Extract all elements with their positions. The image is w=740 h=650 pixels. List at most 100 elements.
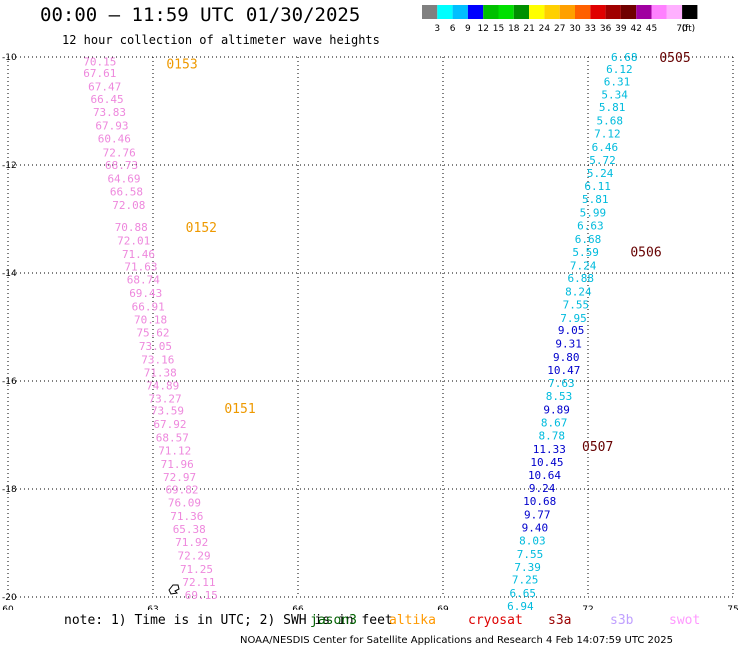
y-tick-label: -20 <box>2 593 17 603</box>
wave-height-label-jason3: 6.63 <box>577 219 604 232</box>
x-tick-label: 60 <box>2 605 14 610</box>
satellite-label-s3a: s3a <box>548 613 572 628</box>
color-swatch <box>666 5 683 19</box>
color-swatch <box>422 5 438 19</box>
wave-height-label-swot: 68.73 <box>105 159 138 172</box>
wave-height-label-jason3: 9.80 <box>553 351 580 364</box>
wave-height-label-swot: 67.93 <box>95 120 128 133</box>
wave-height-label-jason3: 7.24 <box>570 259 597 272</box>
wave-height-label-jason3: 5.72 <box>589 154 616 167</box>
wave-height-label-jason3: 8.03 <box>519 534 546 547</box>
color-scale-tick-label: 15 <box>493 24 504 33</box>
color-scale-tick-label: 24 <box>539 24 551 33</box>
color-scale-tick-label: 3 <box>434 24 440 33</box>
pass-time-label: 0505 <box>659 51 690 66</box>
wave-height-label-swot: 73.05 <box>139 340 172 353</box>
color-swatch <box>513 5 530 19</box>
pass-time-label: 0507 <box>582 440 613 455</box>
color-scale-tick-label: 36 <box>600 24 612 33</box>
wave-height-label-swot: 73.16 <box>141 353 174 366</box>
x-tick-label: 75 <box>727 605 738 610</box>
wave-height-label-swot: 69.82 <box>165 484 198 497</box>
wave-height-label-jason3: 6.46 <box>592 141 619 154</box>
wave-height-label-jason3: 9.31 <box>555 338 582 351</box>
color-scale-tick-label: 33 <box>585 24 596 33</box>
y-tick-label: -16 <box>2 377 17 387</box>
wave-height-label-swot: 71.63 <box>124 261 157 274</box>
wave-height-label-jason3: 8.78 <box>539 430 566 443</box>
wave-height-label-swot: 71.38 <box>144 366 177 379</box>
color-scale-tick-label: 39 <box>615 24 627 33</box>
satellite-label-s3b: s3b <box>610 613 634 628</box>
wave-height-label-swot: 71.12 <box>158 445 191 458</box>
wave-height-label-swot: 76.09 <box>168 497 201 510</box>
color-swatch <box>682 5 698 19</box>
chart-title: 00:00 – 11:59 UTC 01/30/2025 <box>40 4 361 26</box>
wave-height-label-jason3: 5.81 <box>599 101 626 114</box>
wave-height-label-jason3: 5.59 <box>572 246 599 259</box>
wave-height-label-swot: 67.61 <box>83 67 116 80</box>
y-tick-label: -12 <box>2 161 17 171</box>
color-swatch <box>452 5 468 19</box>
wave-height-label-swot: 68.74 <box>127 273 160 286</box>
wave-height-label-jason3: 5.24 <box>587 167 614 180</box>
wave-height-label-swot: 72.97 <box>163 471 196 484</box>
footnote: note: 1) Time is in UTC; 2) SWH is in fe… <box>64 613 393 628</box>
satellite-label-jason3: jason3 <box>310 613 357 628</box>
wave-height-label-jason3: 8.24 <box>565 285 592 298</box>
wave-height-label-jason3: 9.05 <box>558 324 585 337</box>
y-tick-label: -10 <box>2 53 17 63</box>
pass-time-label: 0151 <box>224 402 255 417</box>
wave-height-label-jason3: 10.45 <box>530 456 563 469</box>
wave-height-label-jason3: 7.95 <box>560 312 587 325</box>
wave-height-label-swot: 75.62 <box>136 326 169 339</box>
color-swatch <box>544 5 560 19</box>
y-tick-label: -14 <box>2 269 17 279</box>
wave-height-label-jason3: 7.39 <box>514 561 541 574</box>
satellite-label-cryosat: cryosat <box>468 613 523 628</box>
color-swatch <box>437 5 453 19</box>
wave-height-label-jason3: 5.81 <box>582 193 609 206</box>
wave-height-label-jason3: 9.77 <box>524 508 551 521</box>
wave-height-label-swot: 70.15 <box>83 55 116 68</box>
wave-height-label-jason3: 7.55 <box>563 298 590 311</box>
color-scale-tick-label: 70 <box>676 24 688 33</box>
wave-height-label-swot: 71.92 <box>175 536 208 549</box>
color-scale-tick-label: 12 <box>477 24 488 33</box>
color-swatch <box>651 5 667 19</box>
color-scale-tick-label: 45 <box>646 24 657 33</box>
wave-height-label-swot: 73.83 <box>93 106 126 119</box>
wave-height-label-swot: 66.45 <box>91 93 124 106</box>
wave-height-label-swot: 74.89 <box>146 379 179 392</box>
x-tick-label: 72 <box>582 605 593 610</box>
wave-height-label-swot: 73.27 <box>149 392 182 405</box>
color-swatch <box>498 5 514 19</box>
color-scale-tick-label: 30 <box>569 24 581 33</box>
credit-line: NOAA/NESDIS Center for Satellite Applica… <box>240 635 673 646</box>
color-scale-unit: (ft) <box>682 24 696 33</box>
wave-height-label-swot: 72.11 <box>182 576 215 589</box>
wave-height-label-swot: 71.36 <box>170 510 203 523</box>
wave-height-label-swot: 72.76 <box>103 147 136 160</box>
color-swatch <box>559 5 575 19</box>
wave-height-label-jason3: 10.68 <box>523 495 556 508</box>
color-scale-tick-label: 9 <box>465 24 471 33</box>
x-tick-label: 69 <box>437 605 449 610</box>
color-swatch <box>529 5 545 19</box>
wave-height-label-jason3: 6.12 <box>606 63 633 76</box>
wave-height-label-jason3: 9.24 <box>529 482 556 495</box>
wave-height-label-swot: 66.58 <box>110 185 143 198</box>
wave-height-label-swot: 73.59 <box>151 405 184 418</box>
wave-height-label-swot: 72.29 <box>178 549 211 562</box>
wave-height-label-jason3: 7.25 <box>512 574 539 587</box>
color-swatch <box>636 5 652 19</box>
wave-height-label-jason3: 5.34 <box>601 88 628 101</box>
wave-height-label-jason3: 7.12 <box>594 128 621 141</box>
color-scale-tick-label: 27 <box>554 24 565 33</box>
wave-height-label-jason3: 9.89 <box>543 404 570 417</box>
wave-height-label-jason3: 6.94 <box>507 600 534 610</box>
x-tick-label: 66 <box>292 605 304 610</box>
wave-height-label-jason3: 6.31 <box>604 75 631 88</box>
color-scale-tick-label: 42 <box>630 24 641 33</box>
wave-height-label-jason3: 7.63 <box>548 377 575 390</box>
